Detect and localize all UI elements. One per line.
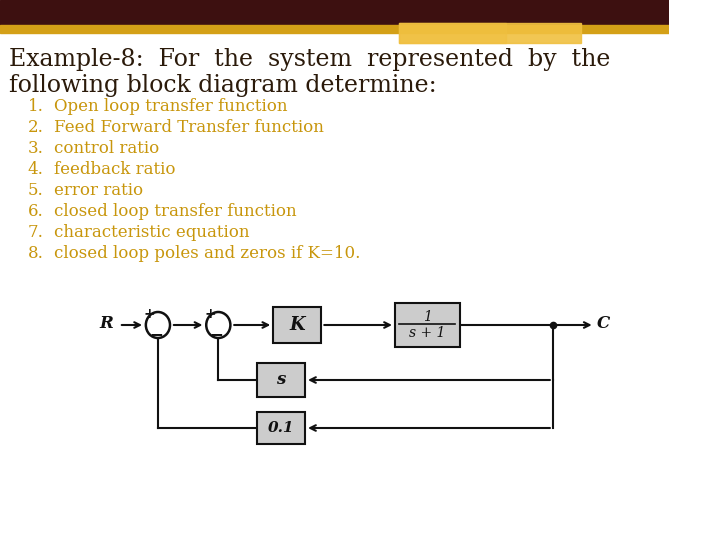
Text: s: s [276, 372, 286, 388]
Text: 1: 1 [423, 310, 432, 324]
Text: 5.: 5. [28, 182, 44, 199]
Text: 0.1: 0.1 [268, 421, 294, 435]
Text: 3.: 3. [28, 140, 44, 157]
Text: C: C [598, 315, 611, 333]
Text: Example-8:  For  the  system  represented  by  the: Example-8: For the system represented by… [9, 48, 611, 71]
Text: 1.: 1. [28, 98, 44, 115]
Bar [257, 412, 305, 444]
Text: control ratio: control ratio [54, 140, 159, 157]
Text: following block diagram determine:: following block diagram determine: [9, 74, 437, 97]
Bar [400, 23, 506, 43]
Circle shape [146, 312, 170, 338]
Text: 4.: 4. [28, 161, 44, 178]
Bar [400, 23, 580, 43]
Text: Feed Forward Transfer function: Feed Forward Transfer function [54, 119, 324, 136]
Bar [395, 303, 460, 347]
Text: Open loop transfer function: Open loop transfer function [54, 98, 287, 115]
Text: closed loop transfer function: closed loop transfer function [54, 203, 297, 220]
Text: 6.: 6. [28, 203, 44, 220]
Text: +: + [144, 307, 156, 321]
Text: characteristic equation: characteristic equation [54, 224, 249, 241]
Text: 7.: 7. [28, 224, 44, 241]
Bar [0, 25, 669, 33]
Bar [273, 307, 321, 343]
Text: feedback ratio: feedback ratio [54, 161, 176, 178]
Text: R: R [99, 315, 113, 333]
Text: s + 1: s + 1 [409, 326, 446, 340]
Text: +: + [204, 307, 216, 321]
Text: 8.: 8. [28, 245, 44, 262]
Text: −: − [210, 325, 223, 343]
Text: error ratio: error ratio [54, 182, 143, 199]
Text: −: − [149, 325, 163, 343]
Text: K: K [289, 316, 305, 334]
Bar [0, 0, 669, 25]
Bar [257, 363, 305, 397]
Circle shape [206, 312, 230, 338]
Text: 2.: 2. [28, 119, 44, 136]
Text: closed loop poles and zeros if K=10.: closed loop poles and zeros if K=10. [54, 245, 360, 262]
